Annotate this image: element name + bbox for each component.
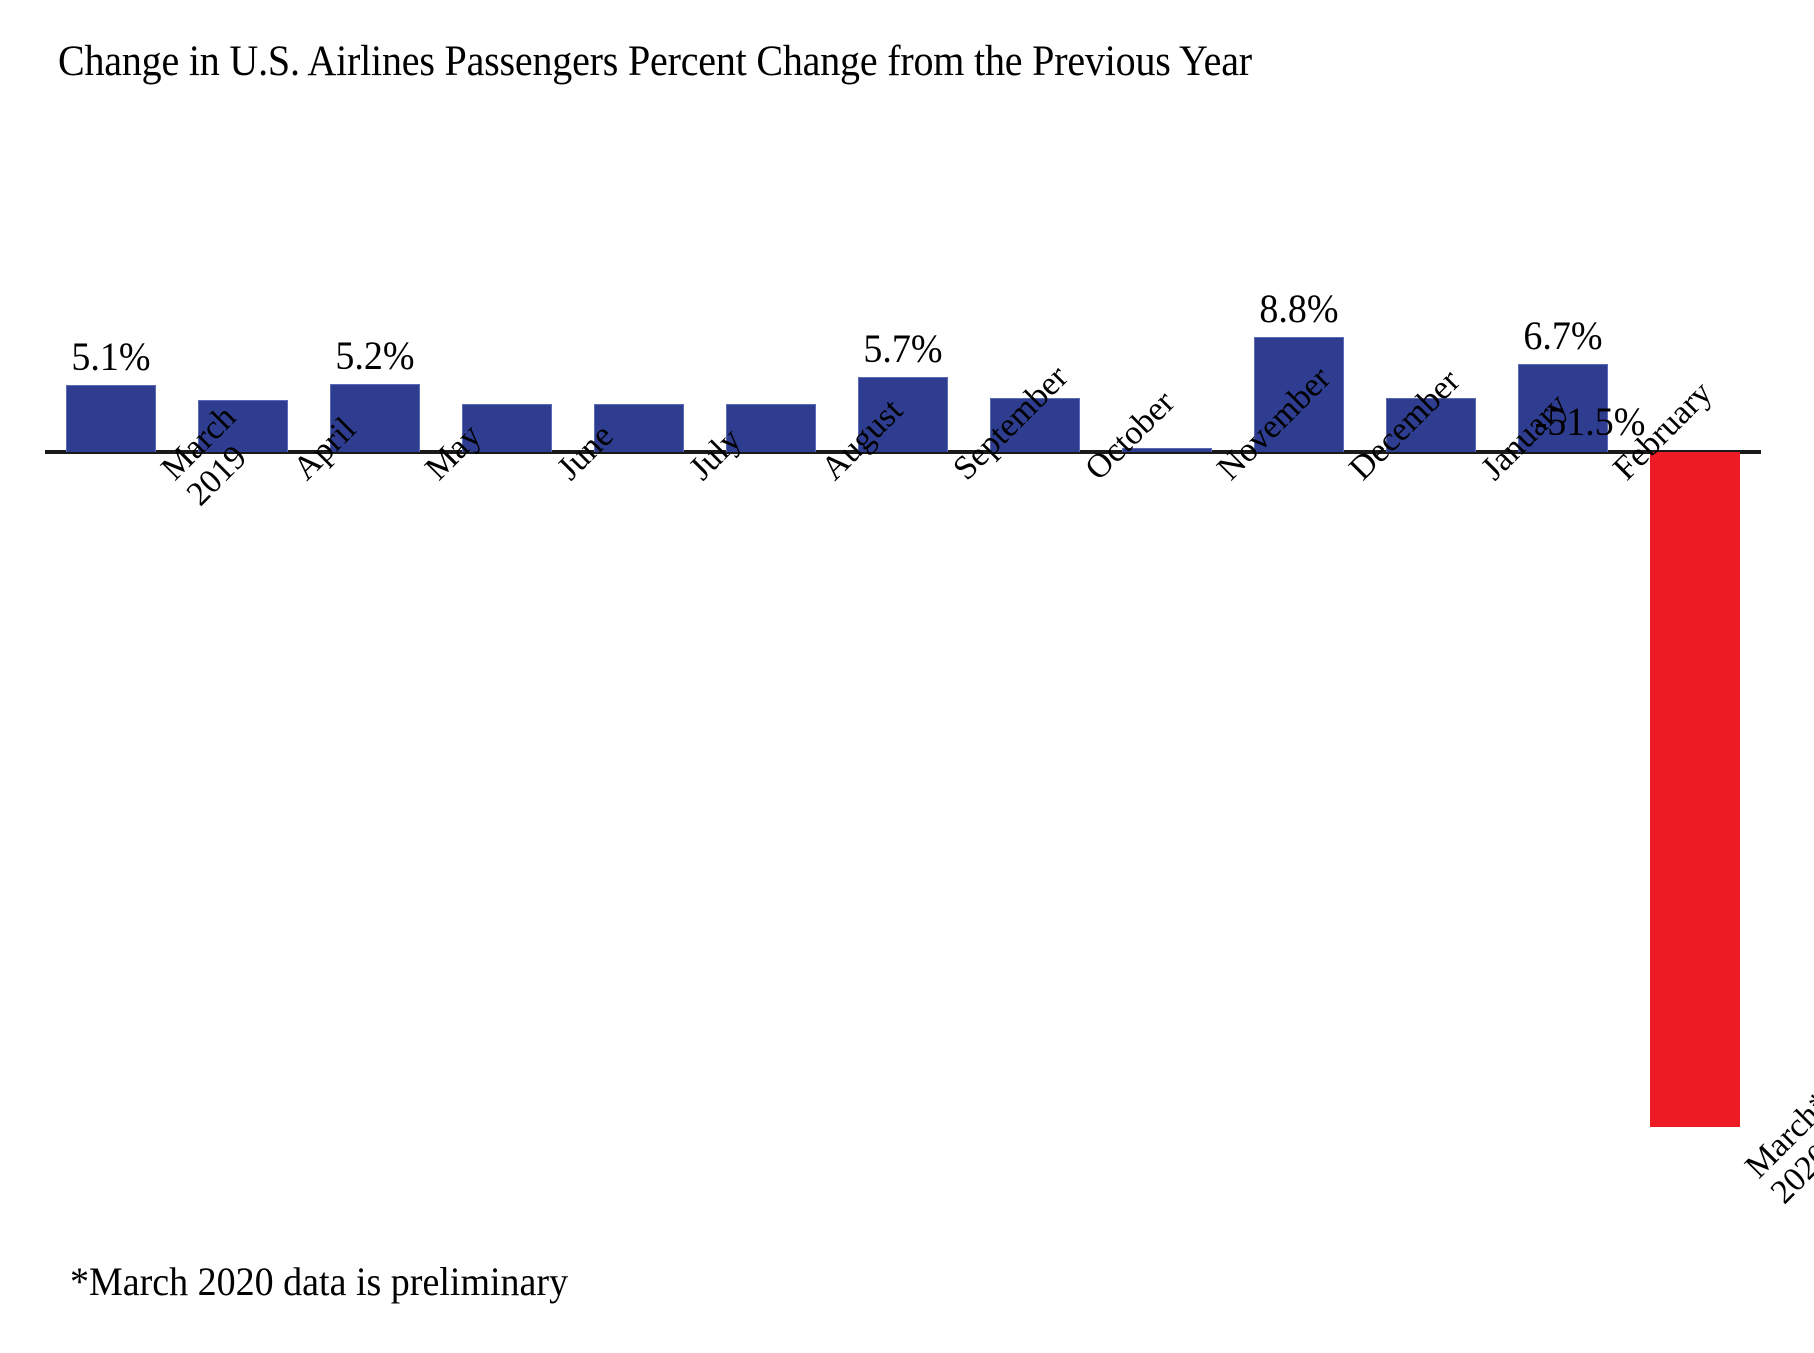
bar-may <box>330 384 420 452</box>
bar-february <box>1518 364 1608 452</box>
category-label-november: November <box>1210 360 1338 488</box>
page-title: Change in U.S. Airlines Passengers Perce… <box>58 38 1252 85</box>
bar-september <box>858 377 948 452</box>
bar-april <box>198 400 288 452</box>
bar-march-2019 <box>66 385 156 452</box>
category-label-line2: 2019 <box>179 438 255 513</box>
category-label-line1: October <box>1078 383 1182 488</box>
value-label-march-2019: 5.1% <box>71 334 151 379</box>
bar-november <box>1122 448 1212 452</box>
category-label-may: May <box>418 417 488 487</box>
value-label-march-2020: -51.5% <box>1534 399 1646 444</box>
bar-january <box>1386 398 1476 452</box>
category-label-december: December <box>1342 363 1467 488</box>
bar-august <box>726 404 816 452</box>
category-label-march-2019: March 2019 <box>154 399 255 513</box>
category-label-february: February <box>1606 374 1719 487</box>
category-label-august: August <box>814 392 910 488</box>
bar-july <box>594 404 684 452</box>
category-label-line2: 2020 <box>1763 1136 1814 1211</box>
value-label-september: 5.7% <box>863 326 943 371</box>
category-label-september: September <box>946 358 1075 487</box>
category-label-april: April <box>286 411 363 488</box>
value-label-december: 8.8% <box>1259 286 1339 331</box>
category-label-june: June <box>550 417 620 487</box>
category-label-july: July <box>682 421 748 487</box>
bar-march-2020 <box>1650 452 1740 1127</box>
bar-october <box>990 398 1080 452</box>
bar-june <box>462 404 552 452</box>
category-label-october: October <box>1078 384 1182 488</box>
bar-december <box>1254 337 1344 452</box>
value-label-may: 5.2% <box>335 333 415 378</box>
footnote: *March 2020 data is preliminary <box>70 1259 569 1304</box>
category-label-march-2020: March* 2020 <box>1738 1085 1814 1211</box>
category-label-january: January <box>1474 387 1575 488</box>
x-axis-line <box>45 450 1761 454</box>
value-label-february: 6.7% <box>1523 313 1603 358</box>
